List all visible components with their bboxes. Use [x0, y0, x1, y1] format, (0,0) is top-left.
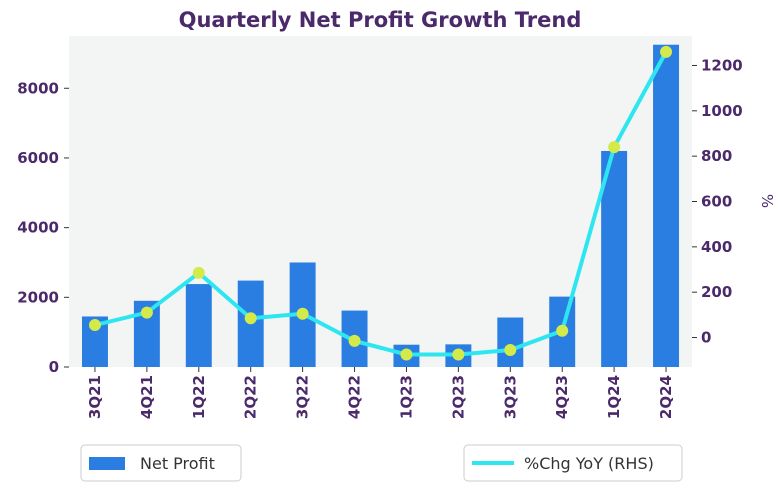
point-1Q23	[400, 348, 413, 361]
x-tick-label: 1Q24	[605, 375, 623, 419]
x-tick-label: 3Q22	[294, 375, 312, 419]
point-4Q23	[556, 324, 569, 337]
legend-net-profit: Net Profit	[80, 444, 242, 482]
point-3Q21	[88, 319, 101, 332]
chart-title: Quarterly Net Profit Growth Trend	[179, 8, 582, 32]
point-2Q23	[452, 348, 465, 361]
legend-label-net-profit: Net Profit	[140, 454, 215, 473]
right-tick-label: 1200	[701, 56, 743, 74]
left-y-axis: 0 2000 4000 6000 8000	[17, 79, 69, 376]
left-tick-label: 0	[49, 358, 59, 376]
left-tick-label: 2000	[17, 288, 59, 306]
x-axis: 3Q21 4Q21 1Q22 2Q22 3Q22 4Q22 1Q23 2Q23 3Q23 4Q23…	[86, 367, 675, 419]
x-tick-label: 1Q23	[397, 375, 415, 419]
right-tick-label: 800	[701, 147, 732, 165]
point-1Q24	[608, 141, 621, 154]
x-tick-label: 2Q23	[449, 375, 467, 419]
legend-swatch-bar	[89, 457, 125, 470]
x-tick-label: 4Q21	[138, 375, 156, 419]
right-tick-label: 200	[701, 283, 732, 301]
right-tick-label: 1000	[701, 102, 743, 120]
bar-1Q22	[185, 284, 212, 367]
right-tick-label: 400	[701, 238, 732, 256]
x-tick-label: 2Q24	[657, 375, 675, 419]
x-tick-label: 3Q23	[501, 375, 519, 419]
legend-chg-yoy: %Chg YoY (RHS)	[463, 444, 683, 482]
point-3Q23	[504, 343, 517, 356]
point-4Q22	[348, 334, 361, 347]
right-axis-label: %	[758, 194, 776, 208]
right-tick-label: 0	[701, 329, 711, 347]
point-4Q21	[140, 306, 153, 319]
x-tick-label: 4Q22	[346, 375, 364, 419]
left-tick-label: 4000	[17, 219, 59, 237]
line-path	[92, 49, 669, 357]
right-y-axis: 0 200 400 600 800 1000 1200	[692, 56, 743, 347]
point-2Q24	[660, 45, 673, 58]
bar-3Q23	[497, 317, 524, 367]
plot-area	[69, 36, 692, 367]
line-series	[88, 45, 673, 361]
bar-1Q24	[601, 150, 628, 367]
left-tick-label: 6000	[17, 149, 59, 167]
x-tick-label: 4Q23	[553, 375, 571, 419]
legend-label-chg-yoy: %Chg YoY (RHS)	[524, 454, 654, 473]
x-tick-label: 1Q22	[190, 375, 208, 419]
right-tick-label: 600	[701, 193, 732, 211]
point-1Q22	[192, 266, 205, 279]
x-tick-label: 2Q22	[242, 375, 260, 419]
legend-box	[80, 444, 242, 482]
point-3Q22	[296, 307, 309, 320]
x-tick-label: 3Q21	[86, 375, 104, 419]
left-tick-label: 8000	[17, 79, 59, 97]
legend-box	[463, 444, 683, 482]
point-2Q22	[244, 312, 257, 325]
bar-2Q24	[653, 44, 680, 368]
